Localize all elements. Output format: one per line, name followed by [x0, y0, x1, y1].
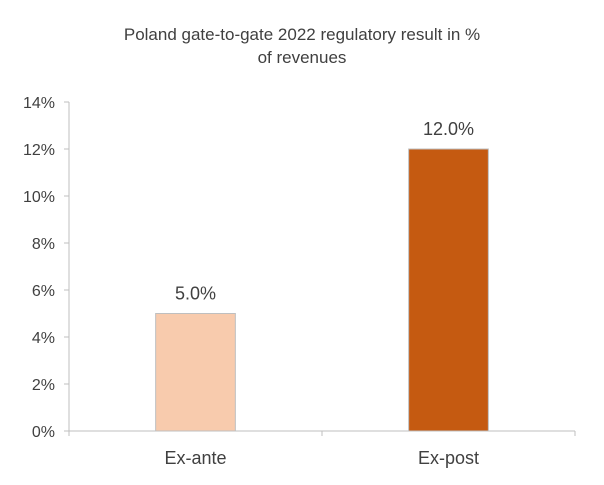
- x-category-label: Ex-ante: [164, 448, 226, 468]
- data-label: 5.0%: [175, 284, 216, 304]
- bar-ex-post: [408, 148, 489, 432]
- data-label: 12.0%: [423, 119, 474, 139]
- y-tick-label: 12%: [23, 142, 55, 159]
- x-category-label: Ex-post: [418, 448, 479, 468]
- y-tick-label: 6%: [32, 283, 55, 300]
- y-tick-label: 10%: [23, 189, 55, 206]
- chart-title-line-1: Poland gate-to-gate 2022 regulatory resu…: [124, 25, 480, 44]
- y-tick-label: 8%: [32, 236, 55, 253]
- labels: 5.0% Ex-ante 12.0% Ex-post: [164, 119, 479, 468]
- y-tick-label: 14%: [23, 95, 55, 112]
- y-tick-label: 4%: [32, 330, 55, 347]
- bar-ex-ante: [155, 313, 236, 432]
- axes: 0% 2% 4% 6% 8% 10% 12% 14%: [23, 95, 576, 441]
- y-tick-label: 0%: [32, 424, 55, 441]
- y-tick-label: 2%: [32, 377, 55, 394]
- chart-title-line-2: of revenues: [258, 48, 347, 67]
- bars: [155, 148, 489, 432]
